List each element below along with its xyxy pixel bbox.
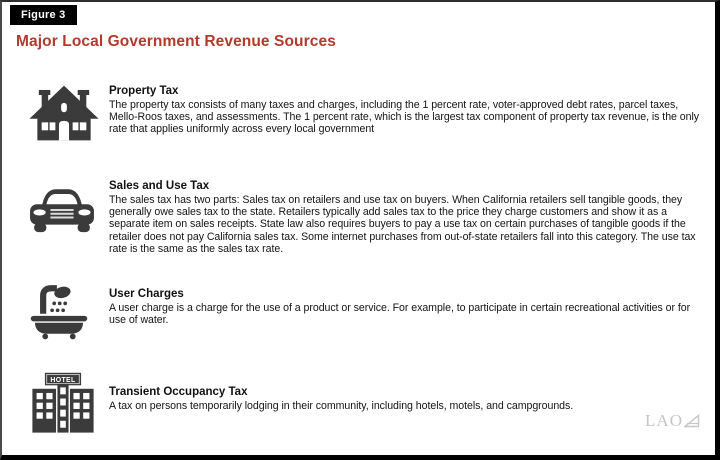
figure-label: Figure 3	[10, 5, 78, 25]
section-body: A user charge is a charge for the use of…	[109, 302, 691, 327]
car-icon	[28, 179, 109, 235]
house-icon	[28, 84, 109, 142]
section-body: A tax on persons temporarily lodging in …	[109, 400, 574, 412]
section-heading: Transient Occupancy Tax	[109, 386, 248, 398]
page-title: Major Local Government Revenue Sources	[16, 33, 336, 50]
section-property-tax: Property Tax The property tax consists o…	[28, 84, 708, 142]
lao-logo-text: LAO	[645, 411, 683, 430]
section-heading: Sales and Use Tax	[109, 180, 210, 192]
lao-logo: LAO	[645, 411, 700, 431]
section-heading: Property Tax	[109, 85, 179, 97]
section-body: The property tax consists of many taxes …	[109, 99, 700, 136]
section-sales-use-tax: Sales and Use Tax The sales tax has two …	[28, 179, 708, 255]
section-body: The sales tax has two parts: Sales tax o…	[109, 194, 696, 255]
section-transient-occupancy-tax: HOTEL Transient Occupancy Tax A tax on p…	[28, 370, 708, 434]
section-user-charges: User Charges A user charge is a charge f…	[28, 277, 708, 343]
lao-logo-glyph	[684, 414, 700, 428]
bathtub-icon	[28, 277, 109, 343]
hotel-icon: HOTEL	[28, 370, 109, 434]
hotel-sign-text: HOTEL	[50, 377, 76, 384]
section-heading: User Charges	[109, 288, 184, 300]
